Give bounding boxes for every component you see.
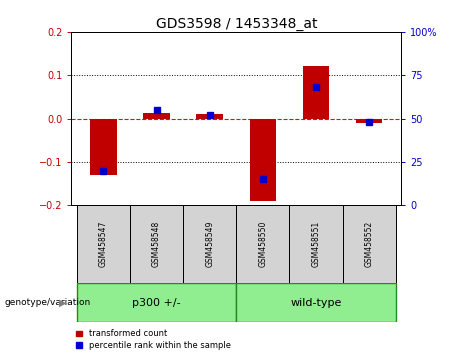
Title: GDS3598 / 1453348_at: GDS3598 / 1453348_at — [155, 17, 317, 31]
Bar — [77, 283, 236, 322]
Text: GSM458549: GSM458549 — [205, 221, 214, 268]
Bar — [303, 66, 329, 119]
Text: GSM458548: GSM458548 — [152, 221, 161, 267]
Text: genotype/variation: genotype/variation — [5, 298, 91, 307]
Bar — [130, 205, 183, 283]
Text: p300 +/-: p300 +/- — [132, 298, 181, 308]
Bar — [183, 205, 236, 283]
Legend: transformed count, percentile rank within the sample: transformed count, percentile rank withi… — [76, 329, 231, 350]
Text: GSM458552: GSM458552 — [365, 221, 374, 267]
Bar — [249, 119, 276, 201]
Bar — [356, 119, 383, 123]
Text: wild-type: wild-type — [290, 298, 342, 308]
Bar — [236, 205, 290, 283]
Text: GSM458550: GSM458550 — [258, 221, 267, 268]
Text: GSM458547: GSM458547 — [99, 221, 108, 268]
Bar — [236, 283, 396, 322]
Text: ▶: ▶ — [59, 298, 67, 308]
Bar — [143, 113, 170, 119]
Bar — [90, 119, 117, 175]
Bar — [343, 205, 396, 283]
Bar — [77, 205, 130, 283]
Bar — [290, 205, 343, 283]
Text: GSM458551: GSM458551 — [312, 221, 320, 267]
Bar — [196, 114, 223, 119]
